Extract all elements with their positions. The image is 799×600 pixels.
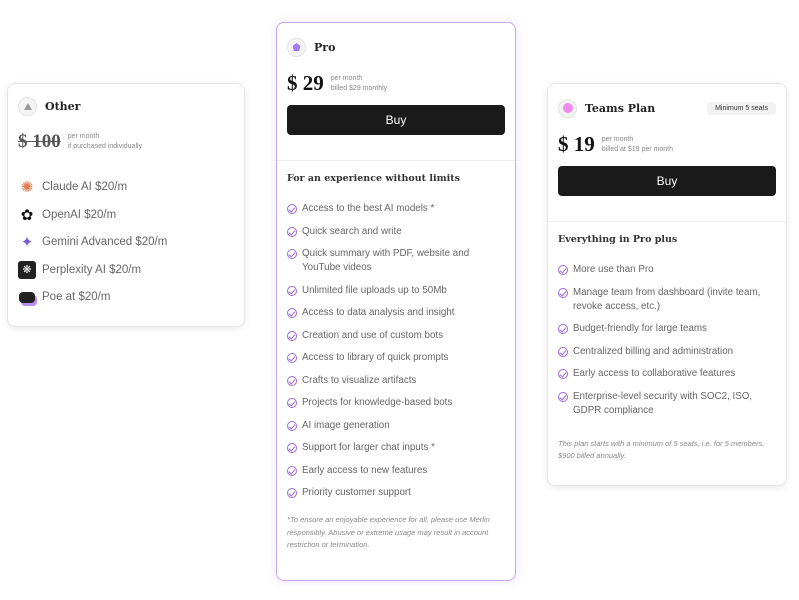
feature-label: Early access to collaborative features <box>573 368 736 379</box>
feature-item: Manage team from dashboard (invite team,… <box>558 286 776 314</box>
plan-price: $ 29 <box>287 71 324 95</box>
feature-item: Access to data analysis and insight <box>287 306 505 320</box>
price-note: if purchased individually <box>67 143 143 150</box>
item-label: Perplexity AI $20/m <box>42 263 142 276</box>
pro-plan-card: Pro $ 29 per month billed $29 monthly Buy … <box>276 22 516 581</box>
check-circle-icon <box>287 375 297 386</box>
feature-label: Crafts to visualize artifacts <box>302 374 417 386</box>
feature-label: Access to library of quick prompts <box>302 352 449 363</box>
feature-label: Unlimited file uploads up to 50Mb <box>302 284 447 296</box>
check-circle-icon <box>287 465 297 476</box>
feature-label: Access to the best AI models * <box>302 203 435 214</box>
circle-icon <box>558 98 577 118</box>
check-circle-icon <box>558 391 568 402</box>
feature-item: Early access to new features <box>287 464 505 478</box>
check-circle-icon <box>558 265 568 275</box>
check-circle-icon <box>287 488 297 498</box>
check-circle-icon <box>287 204 297 214</box>
item-label: Claude AI $20/m <box>42 181 128 193</box>
feature-label: Projects for knowledge-based bots <box>302 397 453 408</box>
feature-item: Enterprise-level security with SOC2, ISO… <box>558 390 776 418</box>
feature-item: Quick search and write <box>287 225 505 239</box>
check-circle-icon <box>287 330 297 341</box>
feature-item: Quick summary with PDF, website and YouT… <box>287 247 505 275</box>
feature-label: Centralized billing and administration <box>573 345 734 357</box>
check-circle-icon <box>287 308 297 318</box>
list-item: Poe at $20/m <box>18 287 234 307</box>
feature-label: Quick summary with PDF, website and YouT… <box>302 248 470 273</box>
price-note: billed $29 monthly <box>330 84 388 92</box>
price-period: per month <box>330 74 363 82</box>
feature-label: Quick search and write <box>302 225 402 237</box>
item-label: Gemini Advanced $20/m <box>42 236 168 248</box>
feature-item: Priority customer support <box>287 486 505 500</box>
check-circle-icon <box>287 420 297 431</box>
feature-label: Support for larger chat inputs * <box>302 442 435 453</box>
features-heading: Everything in Pro plus <box>558 234 678 245</box>
price-period: per month <box>67 133 100 140</box>
check-circle-icon <box>287 353 297 363</box>
check-circle-icon <box>287 285 297 296</box>
feature-item: Creation and use of custom bots <box>287 329 505 343</box>
footnote: *To ensure an enjoyable experience for a… <box>287 515 490 549</box>
price-note: billed at $19 per month <box>601 145 673 153</box>
list-item: ❋ Perplexity AI $20/m <box>18 260 234 280</box>
price-period: per month <box>601 135 634 143</box>
features-heading: For an experience without limits <box>287 173 460 184</box>
feature-item: Access to the best AI models * <box>287 202 505 216</box>
check-circle-icon <box>287 249 297 259</box>
plan-name: Teams Plan <box>585 101 656 115</box>
pentagon-icon <box>287 37 306 57</box>
plan-price: $ 19 <box>558 132 595 156</box>
perplexity-icon: ❋ <box>18 260 36 279</box>
feature-label: Budget-friendly for large teams <box>573 323 707 334</box>
claude-icon: ✺ <box>20 179 34 196</box>
feature-label: More use than Pro <box>573 264 654 275</box>
footnote: This plan starts with a minimum of 5 sea… <box>558 438 765 461</box>
feature-item: Projects for knowledge-based bots <box>287 396 505 410</box>
check-circle-icon <box>558 346 568 357</box>
feature-item: AI image generation <box>287 419 505 433</box>
feature-item: Access to library of quick prompts <box>287 351 505 365</box>
feature-label: Enterprise-level security with SOC2, ISO… <box>573 390 753 416</box>
feature-item: Early access to collaborative features <box>558 367 776 381</box>
pro-buy-button[interactable]: Buy <box>287 105 505 135</box>
feature-label: AI image generation <box>302 419 390 431</box>
plan-name: Other <box>45 99 81 113</box>
minimum-seats-badge: Minimum 5 seats <box>707 101 776 115</box>
list-item: ✿ OpenAI $20/m <box>18 205 234 225</box>
feature-label: Creation and use of custom bots <box>302 329 444 341</box>
check-circle-icon <box>558 324 568 334</box>
poe-icon <box>18 288 36 306</box>
openai-icon: ✿ <box>20 206 34 224</box>
feature-label: Early access to new features <box>302 464 428 476</box>
feature-item: Budget-friendly for large teams <box>558 322 776 336</box>
item-label: OpenAI $20/m <box>42 208 117 221</box>
triangle-icon <box>18 96 37 116</box>
check-circle-icon <box>287 443 297 453</box>
plan-name: Pro <box>314 40 336 54</box>
feature-item: More use than Pro <box>558 263 776 277</box>
teams-plan-card: Teams Plan Minimum 5 seats $ 19 per month b… <box>547 83 787 486</box>
check-circle-icon <box>287 398 297 408</box>
feature-item: Unlimited file uploads up to 50Mb <box>287 284 505 298</box>
feature-label: Manage team from dashboard (invite team,… <box>573 286 761 312</box>
feature-item: Support for larger chat inputs * <box>287 441 505 455</box>
list-item: ✦ Gemini Advanced $20/m <box>18 232 234 252</box>
feature-label: Priority customer support <box>302 487 411 498</box>
item-label: Poe at $20/m <box>42 291 111 303</box>
check-circle-icon <box>558 287 568 298</box>
feature-item: Centralized billing and administration <box>558 345 776 359</box>
list-item: ✺ Claude AI $20/m <box>18 177 234 197</box>
plan-price: $ 100 <box>18 131 61 152</box>
teams-buy-button[interactable]: Buy <box>558 166 776 196</box>
other-plan-card: Other $ 100 per month if purchased individ… <box>7 83 245 327</box>
gemini-icon: ✦ <box>20 234 34 251</box>
check-circle-icon <box>558 369 568 379</box>
feature-item: Crafts to visualize artifacts <box>287 374 505 388</box>
check-circle-icon <box>287 226 297 237</box>
feature-label: Access to data analysis and insight <box>302 307 455 318</box>
